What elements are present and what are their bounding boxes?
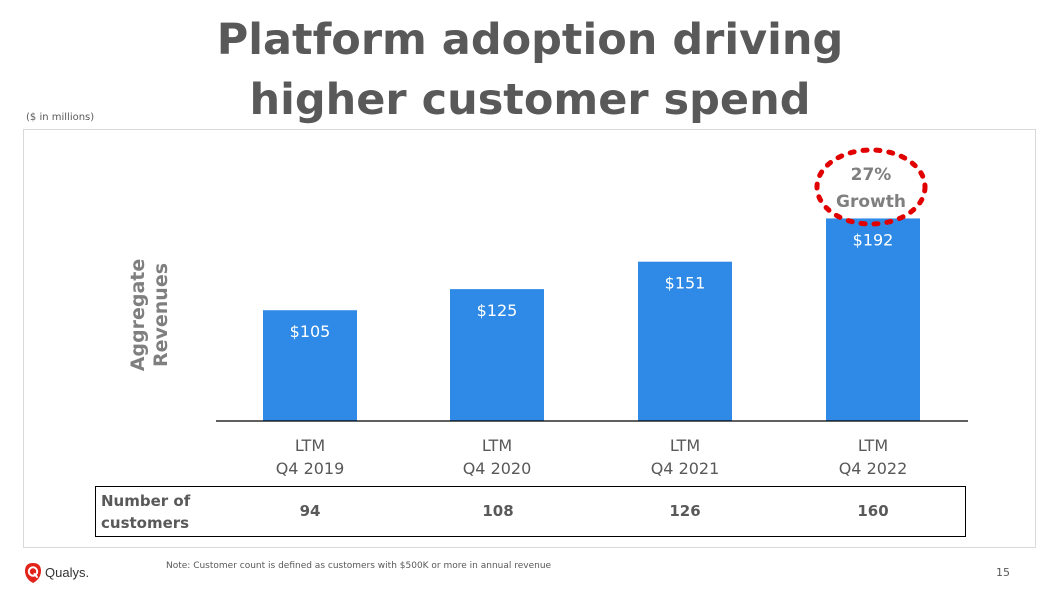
category-label-0-line-0: LTM [295,436,325,455]
customers-label: Number of customers [101,490,211,534]
qualys-shield-icon [25,563,41,583]
title-line-1: Platform adoption driving [216,15,844,65]
bar-0 [263,310,357,421]
customer-count-2020: 108 [482,502,514,520]
page-number: 15 [996,566,1010,579]
growth-annotation-line-1: Growth [836,192,906,212]
category-label-1-line-1: Q4 2020 [463,459,532,478]
revenue-bar-chart: $105 LTM Q4 2019 $125 LTM Q4 2020 $151 LTM Q4 20… [127,147,968,478]
category-label-3-line-0: LTM [858,436,888,455]
bar-value-label-2: $151 [665,274,706,293]
category-label-1-line-0: LTM [482,436,512,455]
growth-highlight-circle [814,147,928,227]
customers-label-line-2: customers [101,514,190,532]
footnote: Note: Customer count is defined as custo… [166,561,552,571]
growth-annotation-line-0: 27% [851,165,892,185]
y-axis-label-line-2: Revenues [150,263,172,367]
slide-title: Platform adoption driving higher custome… [0,10,1050,130]
category-label-2-line-0: LTM [670,436,700,455]
qualys-logo-text: Qualys. [45,565,90,580]
bar-2 [638,261,732,421]
bar-value-label-1: $125 [477,301,518,320]
customers-label-line-1: Number of [101,492,191,510]
y-axis-label: AggregateRevenues [127,259,172,372]
bar-value-label-0: $105 [290,322,331,341]
category-label-3-line-1: Q4 2022 [839,459,908,478]
category-label-0-line-1: Q4 2019 [276,459,345,478]
bar-value-label-3: $192 [853,230,894,249]
chart-panel: $105 LTM Q4 2019 $125 LTM Q4 2020 $151 LTM Q4 20… [23,129,1036,548]
bar-3 [826,218,920,421]
category-label-2-line-1: Q4 2021 [651,459,720,478]
customers-row: Number of customers 94 108 126 160 [95,486,966,537]
units-note: ($ in millions) [26,112,95,123]
title-line-2: higher customer spend [249,75,811,125]
bar-1 [450,289,544,421]
y-axis-label-line-1: Aggregate [127,259,149,372]
customer-count-2021: 126 [669,502,701,520]
customer-count-2019: 94 [299,502,321,520]
customer-count-2022: 160 [857,502,889,520]
